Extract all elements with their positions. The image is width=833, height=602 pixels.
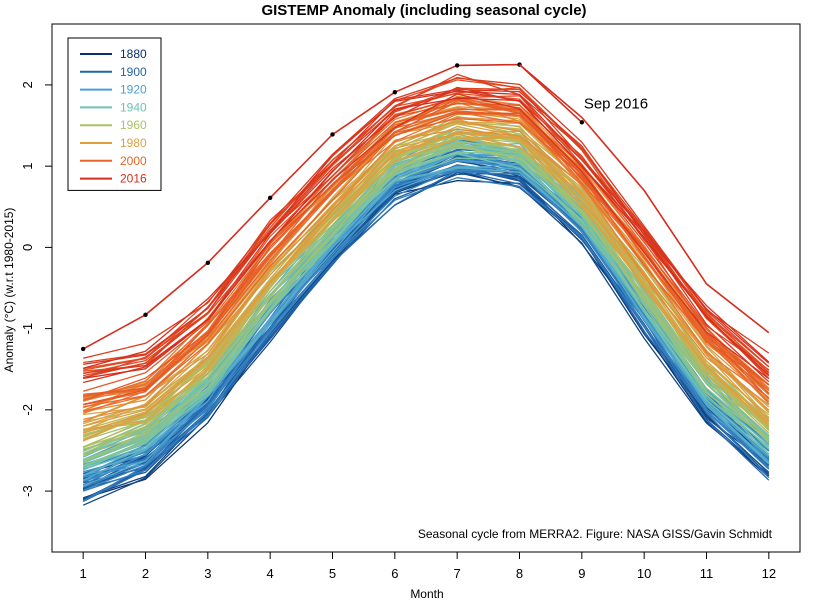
x-axis: 1 2 3 4 5 6 7 8 9 10 11 12 bbox=[80, 552, 776, 581]
year-line-1923 bbox=[82, 165, 770, 487]
year-line-2014 bbox=[83, 90, 770, 369]
x-tick-label-2: 2 bbox=[142, 566, 149, 581]
legend-label-1980: 1980 bbox=[120, 136, 147, 150]
legend-label-2000: 2000 bbox=[120, 154, 147, 168]
point-2016-month-5 bbox=[330, 132, 335, 137]
x-tick-label-11: 11 bbox=[700, 566, 714, 581]
plot-frame bbox=[51, 23, 801, 553]
year-line-1999 bbox=[82, 98, 770, 401]
legend-label-2016: 2016 bbox=[120, 172, 147, 186]
year-line-1899 bbox=[82, 168, 770, 502]
point-2016-month-7 bbox=[454, 63, 460, 68]
series-line-2016-extended bbox=[518, 63, 770, 334]
figure-credit: Seasonal cycle from MERRA2. Figure: NASA… bbox=[418, 527, 773, 541]
x-tick-label-10: 10 bbox=[637, 566, 651, 581]
x-tick-label-6: 6 bbox=[391, 566, 398, 581]
x-tick-label-8: 8 bbox=[516, 566, 523, 581]
x-tick-label-12: 12 bbox=[762, 566, 776, 581]
y-tick-label--2: -2 bbox=[20, 404, 35, 416]
year-line-1981 bbox=[82, 120, 770, 423]
y-tick-label-0: 0 bbox=[20, 244, 35, 251]
x-tick-label-7: 7 bbox=[454, 566, 461, 581]
point-2016-month-3 bbox=[205, 260, 211, 266]
legend-label-1880: 1880 bbox=[120, 47, 147, 61]
year-line-1943 bbox=[82, 157, 770, 467]
legend-label-1940: 1940 bbox=[120, 100, 147, 114]
legend-label-1900: 1900 bbox=[120, 65, 147, 79]
legend: 1880 1900 1920 1940 1960 1980 2000 2016 bbox=[67, 37, 162, 191]
x-tick-label-9: 9 bbox=[578, 566, 585, 581]
x-tick-label-1: 1 bbox=[80, 566, 87, 581]
year-line-1911 bbox=[82, 167, 770, 482]
year-line-2001 bbox=[83, 112, 770, 406]
legend-label-1960: 1960 bbox=[120, 118, 147, 132]
year-line-1924 bbox=[82, 153, 770, 482]
annotation-sep-2016: Sep 2016 bbox=[584, 95, 648, 112]
point-2016-month-4 bbox=[267, 195, 273, 201]
y-tick-label--1: -1 bbox=[20, 323, 35, 335]
point-2016-month-2 bbox=[143, 312, 148, 318]
highlight-series bbox=[80, 62, 770, 352]
year-line-1973 bbox=[82, 123, 770, 427]
point-2016-month-1 bbox=[80, 346, 86, 352]
year-line-2012 bbox=[83, 88, 770, 365]
year-line-2010 bbox=[83, 77, 770, 359]
point-2016-month-9 bbox=[579, 120, 585, 125]
point-2016-month-6 bbox=[392, 90, 398, 95]
y-axis: -3 -2 -1 0 1 2 bbox=[20, 81, 52, 497]
year-line-1901 bbox=[82, 169, 770, 503]
series-lines bbox=[82, 73, 770, 506]
year-line-1978 bbox=[83, 130, 770, 434]
y-tick-label-1: 1 bbox=[20, 163, 35, 170]
legend-box bbox=[67, 37, 162, 191]
y-axis-label: Anomaly (°C) (w.r.t 1980-2015) bbox=[2, 208, 16, 373]
year-line-2009 bbox=[83, 89, 770, 379]
y-tick-label--3: -3 bbox=[20, 485, 35, 497]
chart-title: GISTEMP Anomaly (including seasonal cycl… bbox=[261, 2, 586, 19]
legend-label-1920: 1920 bbox=[120, 83, 147, 97]
year-line-1948 bbox=[82, 142, 770, 467]
year-line-1949 bbox=[83, 141, 770, 450]
year-line-1995 bbox=[83, 117, 770, 408]
x-axis-label: Month bbox=[410, 587, 443, 601]
x-tick-label-5: 5 bbox=[329, 566, 336, 581]
year-line-2015 bbox=[83, 97, 770, 379]
year-line-1958 bbox=[82, 145, 770, 455]
x-tick-label-3: 3 bbox=[204, 566, 211, 581]
year-line-1945 bbox=[82, 151, 770, 460]
year-line-1983 bbox=[83, 128, 770, 421]
x-tick-label-4: 4 bbox=[267, 566, 274, 581]
y-tick-label-2: 2 bbox=[20, 81, 35, 88]
